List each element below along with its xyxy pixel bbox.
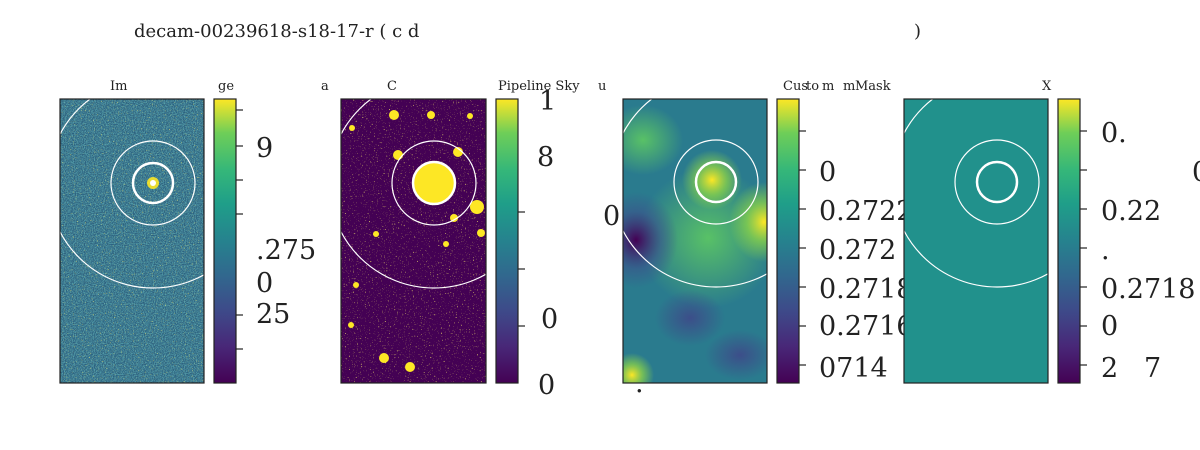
- aperture-rings: [623, 99, 767, 288]
- colorbar-3-ticklabel: 0714: [819, 353, 888, 384]
- colorbar-4-ticklabel: 0.22: [1101, 196, 1161, 227]
- colorbar-3-ticklabel: 0.272: [819, 235, 896, 266]
- constant-sky-heatmap: [904, 99, 1048, 383]
- panel-4-right-label: 0: [1192, 157, 1200, 188]
- colorbar-2: 1 8 0 0: [495, 86, 558, 401]
- colorbar-4-ticklabel: 2: [1101, 353, 1118, 384]
- colorbar-2-ticklabel: 8: [537, 142, 554, 173]
- colorbar-3-ticklabel: 0.2716: [819, 311, 913, 342]
- colorbar-1: 9 .275 0 25: [213, 98, 316, 384]
- panel-3-title-part: m: [822, 79, 834, 94]
- image-heatmap: [60, 99, 204, 383]
- custom-sky-heatmap: [623, 99, 767, 383]
- colorbar-1-ticklabel: 9: [256, 133, 273, 164]
- colorbar-2-ticklabel: 1: [539, 86, 556, 117]
- panel-1-title-part: ge: [218, 79, 234, 94]
- panel-1-title-part: Im: [110, 79, 127, 94]
- panel-3-title-part: Cus: [783, 79, 808, 94]
- panel-2-title-part: u: [598, 79, 606, 94]
- colorbar-3-ticklabel: 0.2718: [819, 274, 913, 305]
- panel-4-title-part: X: [1042, 79, 1052, 94]
- panel-constant-sky: X 0. 0.22 . 0.2718: [903, 79, 1200, 384]
- figure-title: decam-00239618-s18-17-r ( c d: [134, 21, 419, 42]
- aperture-rings: [904, 99, 1048, 288]
- panel-image: Im ge a: [59, 79, 329, 384]
- panel-3-title-part: Mask: [855, 79, 891, 94]
- colorbar-2-ticklabel: 0: [541, 304, 558, 335]
- panel-2-title-part: Pipeline Sky: [498, 79, 580, 94]
- panel-2-title-part: C: [387, 79, 397, 94]
- panel-1-title-part: a: [321, 79, 329, 94]
- colorbar-4: 0. 0.22 . 0.2718 0 2 7 0: [1057, 98, 1200, 384]
- mask-heatmap: [341, 99, 486, 383]
- colorbar-4-ticklabel: 0.: [1101, 118, 1127, 149]
- colorbar-1-ticklabel: 25: [256, 299, 290, 330]
- colorbar-2-ticklabel: 0: [538, 370, 555, 401]
- colorbar-4-ticklabel: 7: [1144, 353, 1161, 384]
- colorbar-3: 0 0.2722 0.272 0.2718 0.2716 0714: [776, 98, 913, 384]
- aperture-rings: [341, 99, 486, 289]
- colorbar-3-ticklabel: 0.2722: [819, 196, 913, 227]
- colorbar-4-ticklabel: .: [1101, 235, 1110, 266]
- panel-3-title-part: to: [806, 79, 819, 94]
- panel-mask: C Pipeline Sky u: [340, 79, 606, 401]
- colorbar-3-ticklabel: 0: [819, 157, 836, 188]
- figure-title-close: ): [914, 21, 921, 42]
- panel-3-title-part: m: [843, 79, 855, 94]
- colorbar-4-ticklabel: 0.2718: [1101, 274, 1195, 305]
- panel-3-left-label: 0: [603, 201, 620, 232]
- panel-custom-sky: Cus to m m Mask 0 2 .: [603, 79, 913, 399]
- aperture-rings: [60, 99, 204, 289]
- colorbar-4-ticklabel: 0: [1101, 311, 1118, 342]
- colorbar-1-ticklabel: 0: [256, 268, 273, 299]
- colorbar-1-ticklabel: .275: [256, 235, 316, 266]
